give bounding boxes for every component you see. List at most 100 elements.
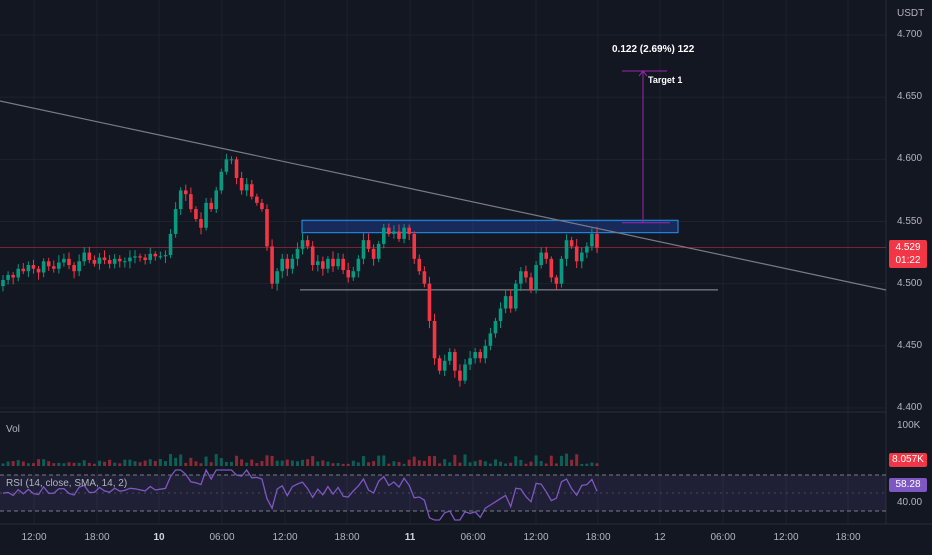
candle-body bbox=[209, 202, 213, 210]
volume-bar bbox=[280, 460, 284, 466]
candle-body bbox=[412, 233, 417, 259]
currency-label: USDT bbox=[897, 8, 925, 19]
price-tick-label: 4.650 bbox=[897, 91, 923, 103]
volume-bar bbox=[47, 461, 51, 466]
candle-body bbox=[534, 265, 538, 290]
volume-bar bbox=[275, 460, 279, 466]
candle-body bbox=[519, 271, 523, 284]
candle-body bbox=[539, 252, 543, 266]
candle-body bbox=[579, 252, 584, 262]
candle-body bbox=[173, 209, 178, 234]
candle-body bbox=[189, 194, 193, 210]
volume-bar bbox=[590, 462, 594, 466]
volume-bar bbox=[57, 462, 61, 466]
time-tick-label: 06:00 bbox=[710, 532, 736, 543]
volume-title: Vol bbox=[6, 424, 20, 435]
candle-body bbox=[422, 271, 427, 284]
volume-bar bbox=[554, 463, 558, 466]
volume-bar bbox=[326, 461, 330, 466]
candle-body bbox=[62, 258, 66, 263]
volume-bar bbox=[382, 455, 386, 466]
volume-bar bbox=[438, 463, 442, 466]
candle-body bbox=[178, 190, 183, 210]
volume-bar bbox=[11, 461, 15, 466]
candle-body bbox=[280, 258, 285, 272]
candle-body bbox=[123, 261, 127, 263]
volume-bar bbox=[306, 459, 310, 466]
volume-bar bbox=[245, 462, 249, 466]
volume-bar bbox=[123, 459, 127, 466]
candle-body bbox=[427, 283, 432, 321]
volume-bar bbox=[224, 461, 228, 466]
time-tick-label: 06:00 bbox=[209, 532, 235, 543]
candle-body bbox=[82, 252, 87, 262]
volume-bar bbox=[270, 455, 274, 466]
time-tick-label: 12:00 bbox=[21, 532, 47, 543]
volume-bar bbox=[67, 462, 71, 466]
descending-trendline[interactable] bbox=[0, 100, 887, 291]
candle-body bbox=[92, 260, 97, 264]
volume-bar bbox=[448, 462, 452, 466]
candle-body bbox=[508, 296, 513, 309]
volume-bar bbox=[458, 462, 462, 466]
rsi-line bbox=[2, 468, 598, 521]
volume-bar bbox=[97, 460, 101, 466]
candle-body bbox=[498, 308, 503, 321]
volume-bar bbox=[169, 454, 173, 466]
volume-bar bbox=[290, 460, 294, 466]
volume-bar bbox=[31, 463, 35, 466]
volume-bar bbox=[229, 461, 233, 466]
volume-bar bbox=[265, 455, 269, 466]
candle-body bbox=[402, 227, 406, 239]
candle-body bbox=[97, 257, 102, 264]
rsi-title[interactable]: RSI (14, close, SMA, 14, 2) bbox=[6, 478, 128, 489]
volume-bar bbox=[412, 456, 416, 466]
candle-body bbox=[407, 227, 411, 234]
candle-body bbox=[336, 258, 340, 267]
volume-bar bbox=[549, 455, 553, 466]
candle-body bbox=[376, 243, 381, 259]
volume-bar bbox=[544, 463, 548, 466]
candle-body bbox=[432, 320, 437, 359]
candle-body bbox=[300, 240, 305, 249]
candle-body bbox=[260, 202, 264, 210]
candle-body bbox=[67, 258, 71, 266]
time-tick-label: 10 bbox=[153, 532, 165, 543]
time-tick-label: 18:00 bbox=[84, 532, 110, 543]
candle-body bbox=[219, 171, 224, 191]
volume-bar bbox=[407, 459, 411, 466]
candle-body bbox=[290, 258, 295, 269]
time-tick-label: 18:00 bbox=[334, 532, 360, 543]
volume-bar bbox=[189, 457, 193, 466]
volume-bar bbox=[463, 454, 467, 466]
volume-bar bbox=[92, 463, 96, 466]
candle-body bbox=[204, 202, 208, 228]
rsi-badge: 58.28 bbox=[889, 478, 927, 492]
volume-bar bbox=[483, 461, 487, 466]
candle-countdown: 01:22 bbox=[895, 255, 921, 266]
price-tick-label: 4.700 bbox=[897, 29, 923, 40]
candle-body bbox=[6, 274, 10, 280]
candle-body bbox=[270, 246, 274, 284]
candle-body bbox=[234, 159, 239, 178]
candle-body bbox=[397, 231, 401, 239]
candle-body bbox=[529, 277, 533, 290]
candle-body bbox=[310, 246, 315, 266]
candle-body bbox=[87, 252, 92, 261]
volume-bar bbox=[143, 460, 147, 466]
candle-body bbox=[463, 364, 467, 381]
resistance-zone[interactable] bbox=[301, 219, 679, 234]
volume-bar bbox=[6, 461, 10, 466]
time-tick-label: 18:00 bbox=[835, 532, 861, 543]
candlestick-series bbox=[1, 153, 599, 387]
volume-bar bbox=[468, 462, 472, 466]
target-measure[interactable] bbox=[622, 70, 670, 224]
volume-bar bbox=[214, 454, 218, 466]
volume-bar bbox=[26, 463, 30, 466]
volume-bar bbox=[204, 456, 208, 466]
candle-body bbox=[229, 159, 234, 161]
volume-bar bbox=[77, 462, 81, 466]
candle-body bbox=[107, 260, 112, 264]
